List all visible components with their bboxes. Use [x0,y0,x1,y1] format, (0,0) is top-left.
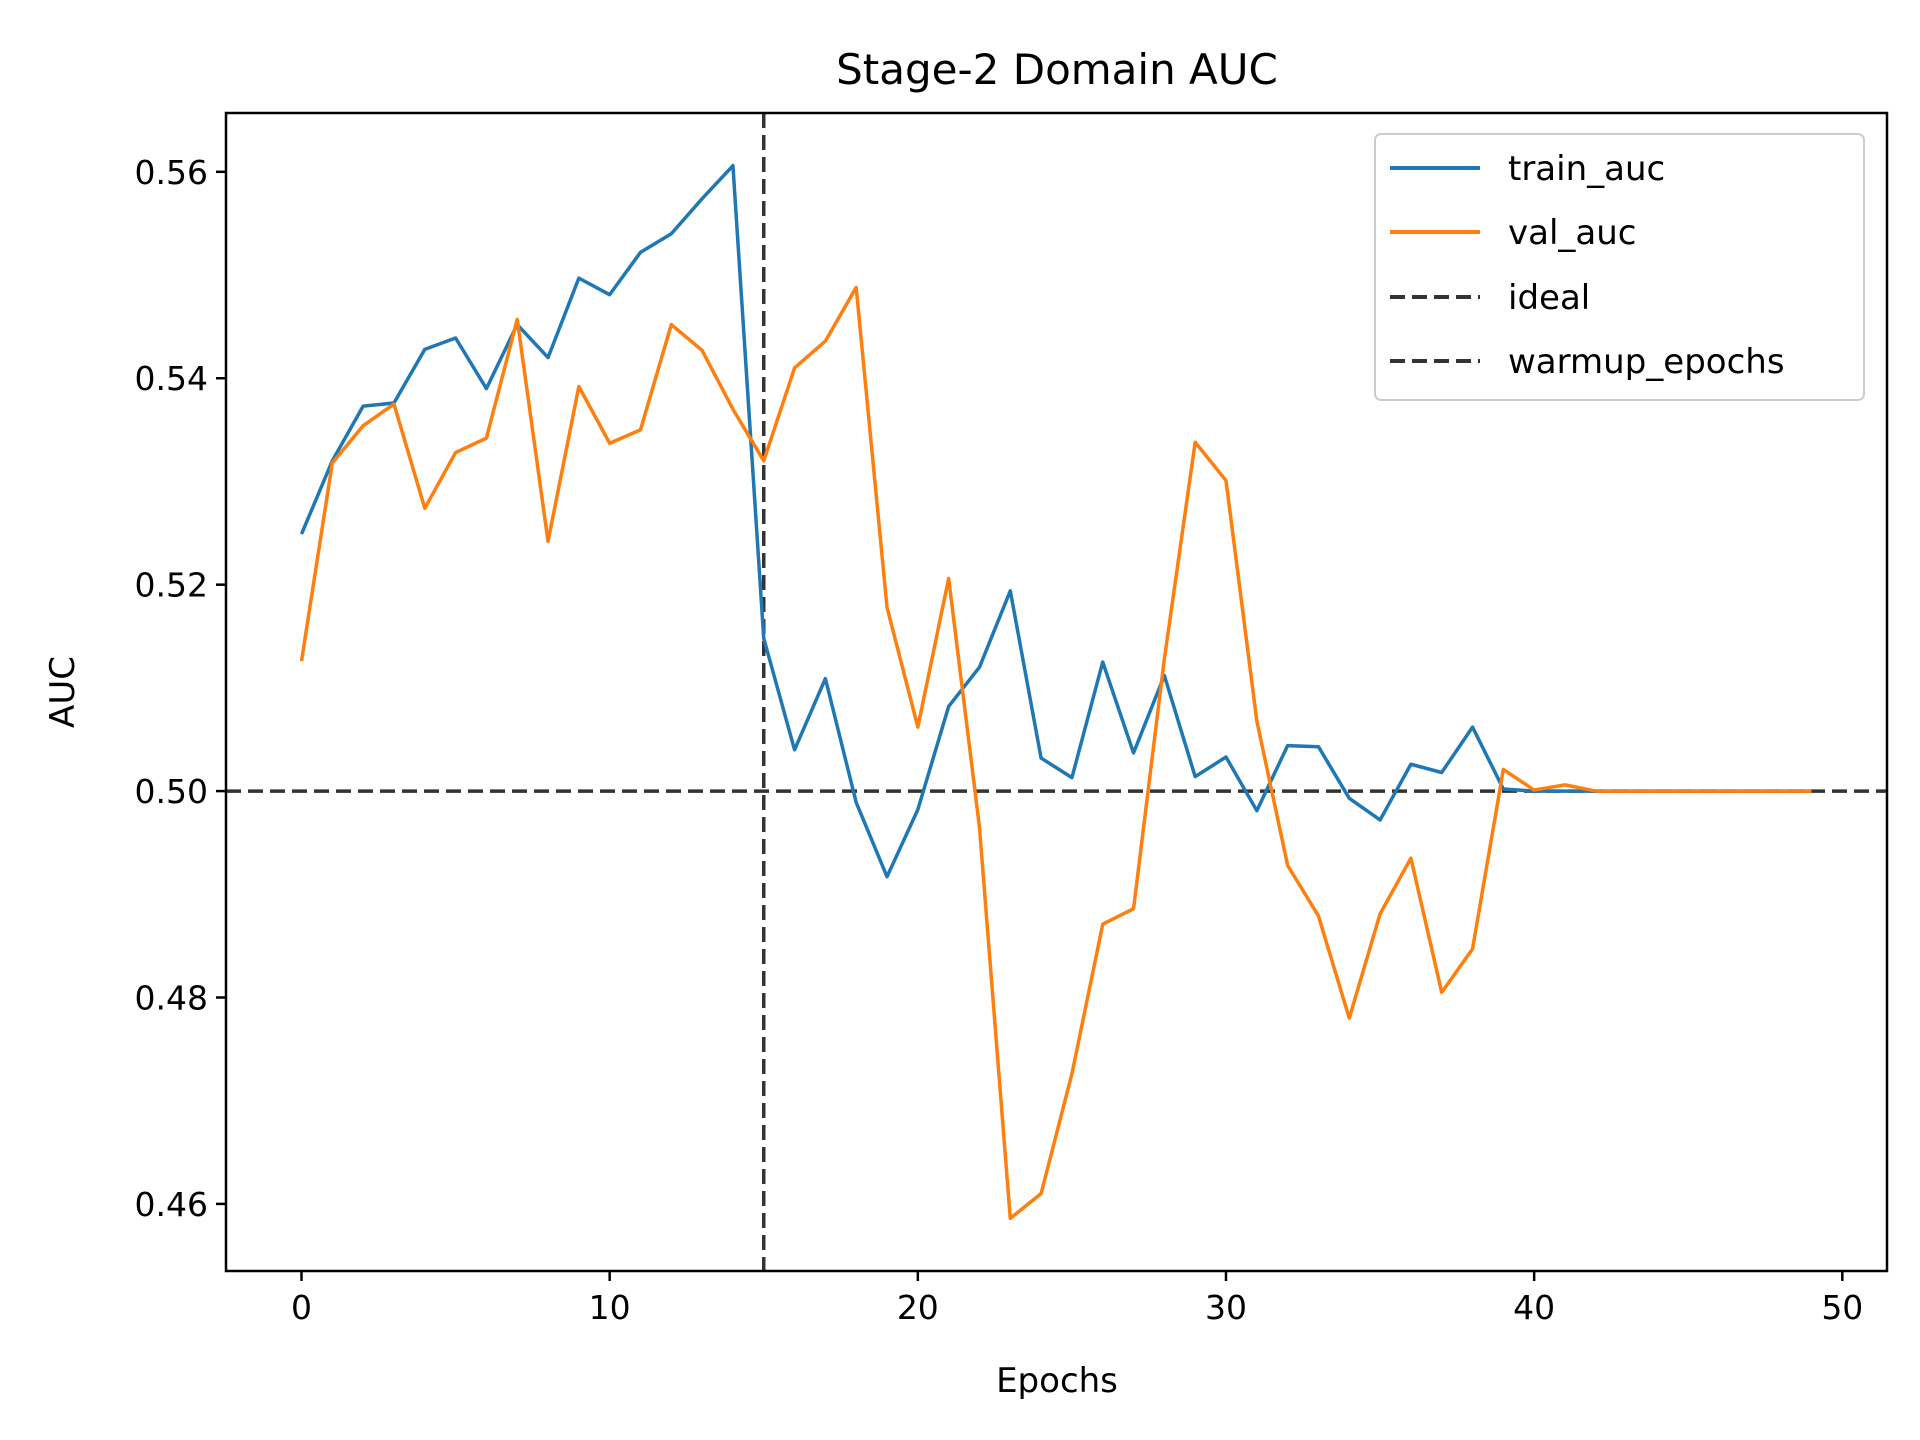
x-tick-label: 20 [897,1288,939,1327]
y-axis: 0.46 0.48 0.50 0.52 0.54 0.56 [135,153,226,1224]
legend: train_auc val_auc ideal warmup_epochs [1374,133,1865,401]
legend-label-train-auc: train_auc [1508,149,1665,189]
legend-label-val-auc: val_auc [1508,213,1636,253]
x-tick-label: 10 [589,1288,631,1327]
y-tick-label: 0.52 [135,566,208,605]
x-tick-label: 0 [291,1288,312,1327]
reference-lines [226,113,1887,1271]
plot-frame [224,111,1889,1273]
x-tick-label: 50 [1821,1288,1863,1327]
x-axis: 0 10 20 30 40 50 [291,1271,1863,1327]
x-tick-label: 30 [1205,1288,1247,1327]
y-tick-label: 0.50 [135,772,208,811]
y-tick-label: 0.54 [135,359,208,398]
plot-area: 0 10 20 30 40 50 0.46 0.48 0.50 0.52 0.54 0.56 [135,111,1889,1327]
y-tick-label: 0.48 [135,978,208,1017]
legend-label-warmup-epochs: warmup_epochs [1508,342,1785,382]
y-tick-label: 0.56 [135,153,208,192]
series-line-val-auc [299,285,1812,1221]
y-tick-label: 0.46 [135,1185,208,1224]
series-lines [299,163,1812,1221]
series-line-train-auc [299,163,1812,879]
legend-label-ideal: ideal [1508,278,1590,318]
x-tick-label: 40 [1513,1288,1555,1327]
y-axis-label: AUC [43,656,83,728]
x-axis-label: Epochs [996,1361,1118,1401]
chart-title: Stage-2 Domain AUC [836,45,1278,94]
legend-box [1374,133,1865,401]
